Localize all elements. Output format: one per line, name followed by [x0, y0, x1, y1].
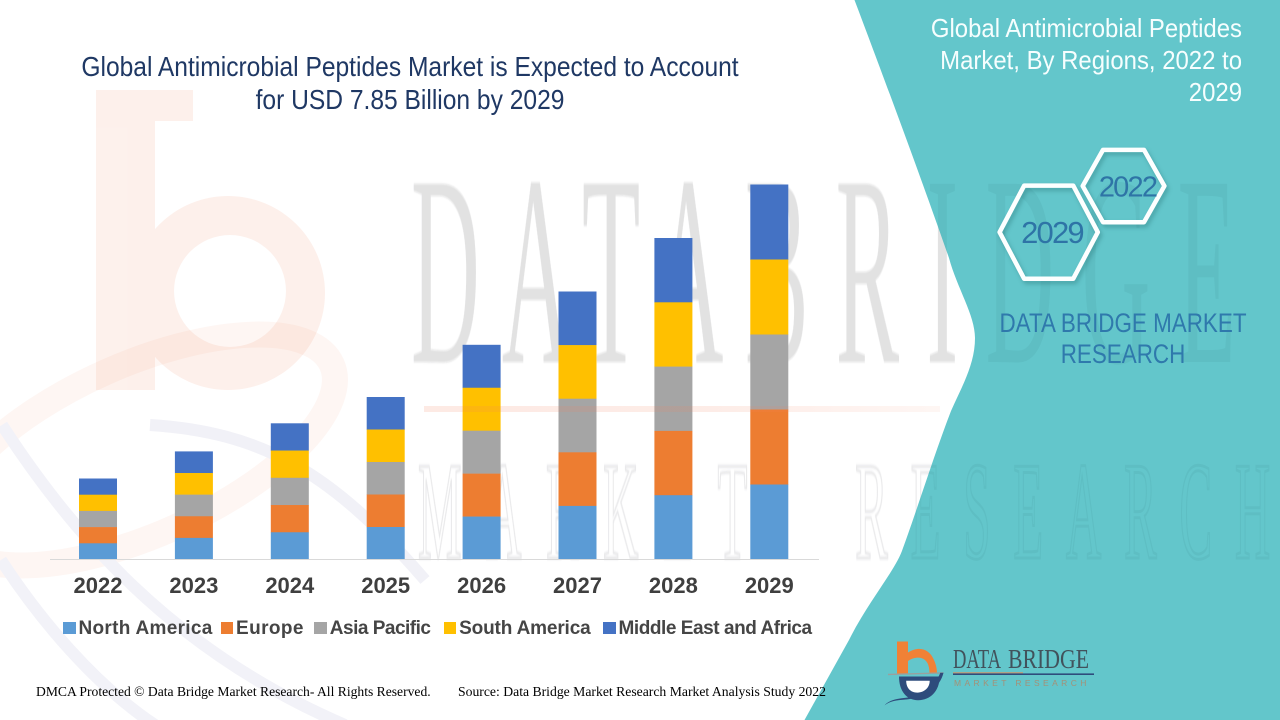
svg-text:RESEARCH: RESEARCH [855, 434, 1280, 589]
svg-text:2029: 2029 [1021, 215, 1083, 250]
svg-text:BRIDGE: BRIDGE [1008, 644, 1089, 674]
svg-text:DATA: DATA [953, 644, 1001, 674]
svg-text:MARKET RESEARCH: MARKET RESEARCH [954, 678, 1090, 688]
svg-text:2022: 2022 [1099, 172, 1157, 204]
